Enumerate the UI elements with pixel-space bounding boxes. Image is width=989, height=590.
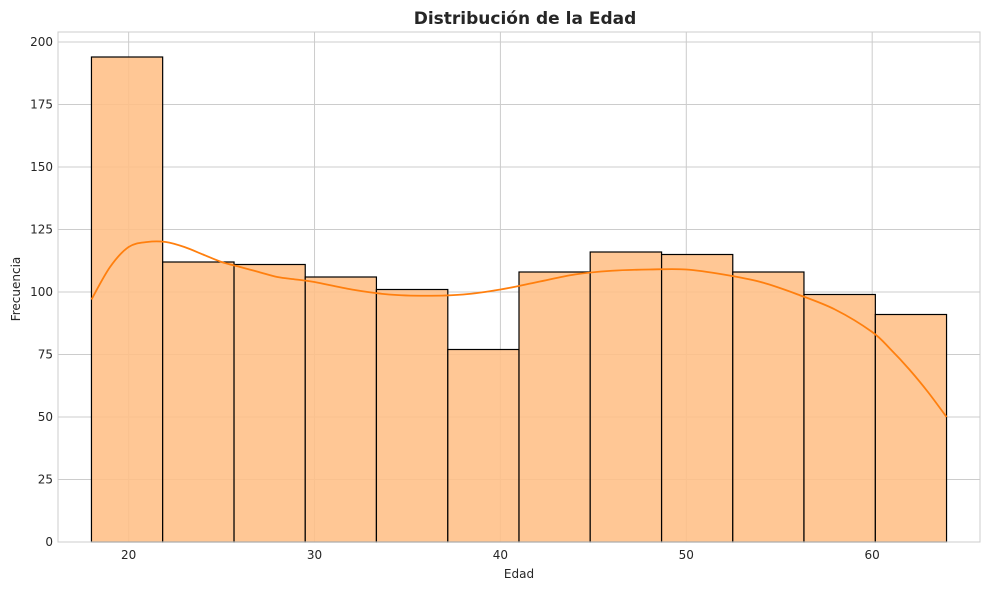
kde-layer bbox=[90, 240, 948, 418]
histogram-bar bbox=[233, 263, 306, 543]
y-tick-label: 100 bbox=[30, 285, 53, 299]
y-tick-label: 0 bbox=[45, 535, 53, 549]
bar-layer bbox=[90, 56, 948, 543]
histogram-bar bbox=[874, 313, 948, 543]
kde-line bbox=[90, 240, 948, 418]
y-tick-label: 125 bbox=[30, 223, 53, 237]
x-tick-label: 40 bbox=[493, 548, 508, 562]
x-tick-labels: 20 30 40 50 60 bbox=[121, 548, 880, 562]
histogram-bar bbox=[375, 288, 449, 543]
y-axis-label: Frecuencia bbox=[9, 257, 23, 322]
x-tick-label: 30 bbox=[307, 548, 322, 562]
y-tick-label: 75 bbox=[38, 348, 53, 362]
chart-title: Distribución de la Edad bbox=[414, 9, 637, 29]
histogram-bar bbox=[589, 251, 663, 543]
y-tick-labels: 0 25 50 75 100 125 150 175 200 bbox=[30, 35, 53, 549]
histogram-bar bbox=[518, 271, 591, 543]
plot-frame bbox=[57, 31, 981, 543]
x-axis-label: Edad bbox=[504, 567, 534, 581]
x-tick-label: 50 bbox=[679, 548, 694, 562]
x-tick-label: 20 bbox=[121, 548, 136, 562]
y-tick-label: 150 bbox=[30, 160, 53, 174]
histogram-bar bbox=[162, 261, 235, 543]
y-tick-label: 200 bbox=[30, 35, 53, 49]
y-tick-label: 25 bbox=[38, 473, 53, 487]
histogram-bar bbox=[803, 293, 876, 543]
histogram-bar bbox=[90, 56, 164, 543]
histogram-bar bbox=[732, 271, 805, 543]
histogram-bar bbox=[660, 253, 734, 543]
y-tick-label: 175 bbox=[30, 98, 53, 112]
histogram-bar bbox=[304, 276, 378, 543]
histogram-bar bbox=[447, 348, 520, 543]
x-tick-label: 60 bbox=[865, 548, 880, 562]
y-tick-label: 50 bbox=[38, 410, 53, 424]
